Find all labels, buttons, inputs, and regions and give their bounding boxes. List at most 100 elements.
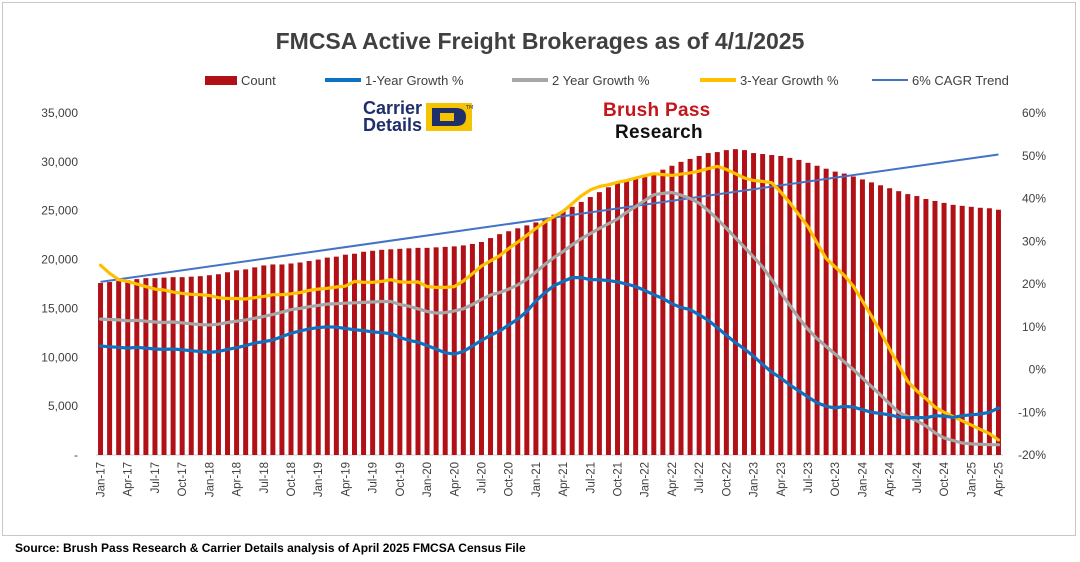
- bar-count: [243, 269, 249, 455]
- bar-count: [624, 180, 630, 455]
- x-tick-label: Oct-22: [721, 462, 733, 497]
- bar-count: [742, 150, 747, 456]
- x-tick-label: Jul-19: [368, 462, 380, 493]
- x-tick-label: Apr-20: [449, 462, 461, 497]
- bar-count: [578, 201, 584, 455]
- x-tick-label: Jan-24: [857, 461, 869, 497]
- bar-count: [107, 282, 113, 455]
- bar-count: [524, 225, 530, 455]
- x-tick-label: Apr-25: [993, 462, 1005, 497]
- bar-count: [687, 158, 693, 455]
- bar-count: [252, 267, 258, 455]
- bar-count: [98, 283, 104, 455]
- x-tick-label: Jan-23: [749, 462, 761, 497]
- bar-count: [633, 177, 639, 455]
- bar-count: [887, 188, 893, 456]
- y-right-tick-label: 60%: [1022, 106, 1046, 120]
- chart-svg: - 5,000 10,000 15,000 20,000 25,000 30,000 35,0…: [41, 106, 1047, 497]
- bar-count: [225, 272, 231, 455]
- chart-title: FMCSA Active Freight Brokerages as of 4/…: [275, 28, 805, 54]
- bar-count: [941, 202, 947, 455]
- x-tick-label: Jul-21: [585, 462, 597, 493]
- bar-count: [352, 253, 357, 455]
- legend-label-count: Count: [241, 72, 276, 88]
- bar-count: [705, 153, 711, 455]
- bar-count: [116, 281, 122, 455]
- bar-count: [506, 231, 512, 455]
- chart-legend: Count 1-Year Growth % 2 Year Growth % 3-…: [0, 70, 1080, 90]
- bar-count: [587, 197, 593, 455]
- bar-count: [878, 185, 884, 455]
- bar-count: [469, 243, 475, 455]
- bar-count: [397, 248, 403, 455]
- bar-count: [379, 249, 385, 455]
- bar-count: [696, 155, 702, 455]
- carrier-details-logo: Carrier Details TM: [363, 98, 476, 135]
- bar-count: [905, 194, 911, 456]
- bar-count: [769, 155, 775, 455]
- bar-count: [832, 171, 838, 455]
- x-tick-label: Apr-21: [558, 462, 570, 497]
- bar-count: [497, 234, 503, 455]
- bar-count: [478, 241, 484, 455]
- x-tick-label: Jan-19: [313, 462, 325, 497]
- x-tick-label: Oct-20: [504, 462, 516, 497]
- x-tick-label: Oct-23: [830, 462, 842, 497]
- x-tick-label: Jul-23: [803, 462, 815, 493]
- x-tick-label: Jul-20: [476, 462, 488, 493]
- bar-count: [814, 165, 820, 455]
- bar-count: [714, 152, 720, 456]
- bar-count: [125, 280, 131, 455]
- y-left-tick-label: 20,000: [41, 253, 78, 267]
- x-tick-label: Apr-17: [123, 462, 135, 497]
- y-left-tick-label: 30,000: [41, 155, 78, 169]
- bar-count: [324, 257, 330, 455]
- series-line-growth3: [98, 164, 1001, 442]
- bar-count: [551, 214, 557, 455]
- x-tick-label: Apr-18: [232, 462, 244, 497]
- carrier-details-logo-line1: Carrier: [363, 98, 423, 118]
- bar-count: [261, 265, 267, 455]
- legend-swatch-count: [205, 75, 237, 85]
- carrier-details-logo-mark: TM: [426, 101, 476, 133]
- bar-count: [605, 187, 611, 455]
- x-tick-label: Apr-24: [885, 461, 897, 496]
- bar-count: [279, 264, 285, 455]
- y-left-tick-label: -: [74, 448, 78, 462]
- bar-count: [914, 196, 920, 456]
- bar-count: [234, 270, 240, 455]
- bar-count: [424, 247, 430, 455]
- bar-count: [342, 254, 348, 455]
- brush-pass-logo-line1: Brush Pass: [603, 100, 711, 121]
- bar-count: [932, 200, 938, 455]
- bar-count: [206, 275, 212, 455]
- bar-count: [488, 238, 494, 455]
- bar-count: [152, 278, 158, 455]
- legend-swatch-growth3: [700, 78, 736, 82]
- bar-count: [388, 249, 394, 455]
- carrier-details-logo-line2: Details: [363, 115, 423, 135]
- bar-count: [732, 149, 738, 455]
- y-left-tick-label: 10,000: [41, 350, 78, 364]
- bar-count: [995, 209, 1001, 455]
- bar-count: [533, 222, 539, 455]
- y-right-tick-label: 0%: [1029, 363, 1047, 377]
- x-tick-label: Jan-25: [966, 462, 978, 497]
- x-tick-label: Apr-22: [667, 462, 679, 497]
- bar-count: [823, 168, 829, 455]
- bar-count: [361, 251, 367, 455]
- series-line-growth1: [98, 276, 1001, 420]
- y-left-tick-label: 35,000: [41, 106, 78, 120]
- y-right-tick-label: 10%: [1022, 320, 1046, 334]
- bar-count: [723, 150, 729, 456]
- x-tick-label: Oct-17: [177, 462, 189, 497]
- source-note: Source: Brush Pass Research & Carrier De…: [15, 541, 526, 555]
- carrier-details-logo-text: Carrier Details: [363, 98, 423, 135]
- x-tick-label: Oct-19: [395, 462, 407, 497]
- x-tick-label: Jul-22: [694, 462, 706, 493]
- bar-count: [406, 248, 412, 455]
- bar-count: [197, 276, 203, 455]
- bar-count: [515, 228, 521, 455]
- x-tick-label: Jul-24: [912, 461, 924, 493]
- bar-count: [841, 173, 847, 455]
